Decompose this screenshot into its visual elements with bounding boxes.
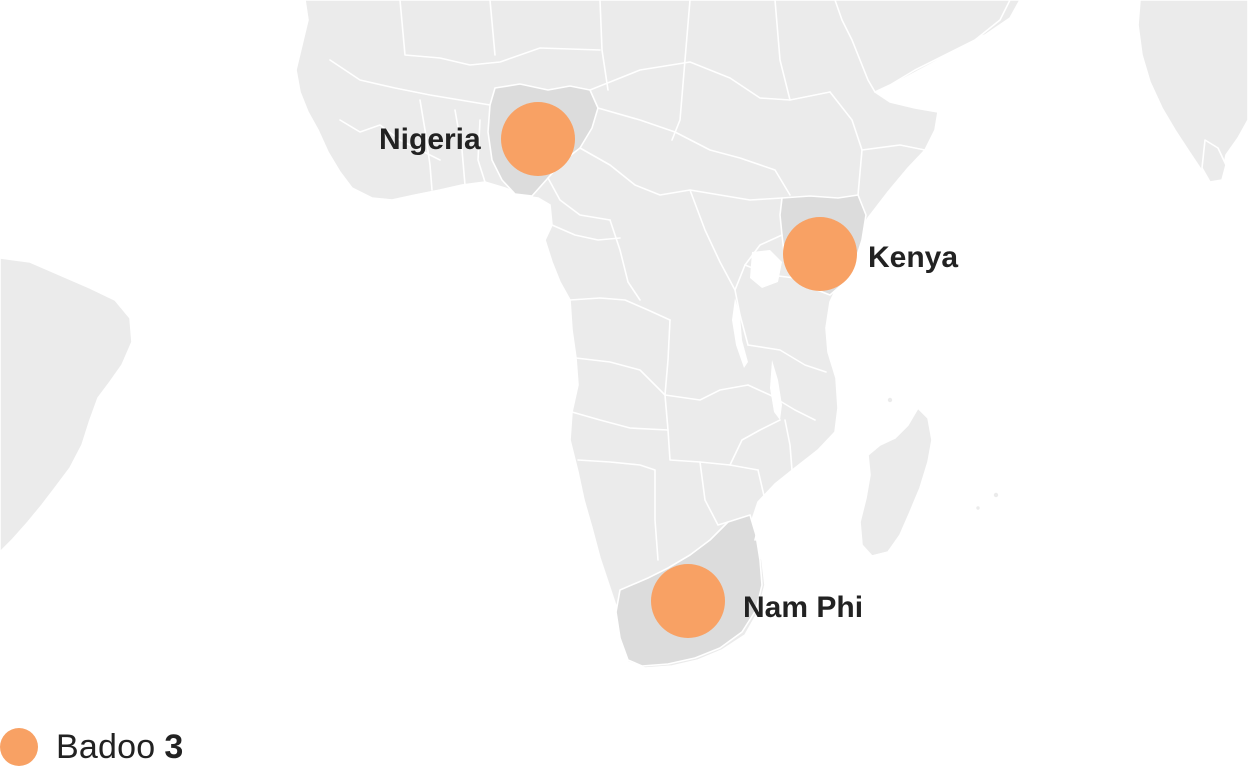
africa-landmass: [295, 0, 1021, 669]
map-svg: Nigeria Kenya Nam Phi: [0, 0, 1248, 669]
kenya-label: Kenya: [868, 241, 958, 274]
africa-map: Nigeria Kenya Nam Phi: [0, 0, 1248, 669]
sri-lanka: [1201, 139, 1227, 183]
label-layer: Nigeria Kenya Nam Phi: [379, 123, 958, 624]
comoros: [886, 396, 894, 404]
asia-fragment: [1137, 0, 1248, 183]
south-africa-bubble: [651, 564, 725, 638]
south-africa-label: Nam Phi: [743, 591, 863, 624]
kenya-bubble: [783, 217, 857, 291]
lake-victoria: [750, 250, 782, 288]
bubble-layer: [501, 102, 857, 638]
south-america-fragment: [0, 257, 133, 553]
lake-malawi: [770, 360, 782, 420]
lake-tanganyika: [732, 298, 748, 368]
legend-count: 3: [164, 727, 184, 766]
mauritius: [992, 491, 1000, 499]
legend-label: Badoo: [56, 727, 156, 766]
madagascar: [859, 407, 933, 557]
legend-color-dot: [0, 728, 38, 766]
legend: Badoo 3: [0, 722, 183, 772]
arabia-fragment: [834, 0, 1011, 93]
reunion: [974, 504, 982, 512]
nigeria-label: Nigeria: [379, 123, 481, 156]
legend-text: Badoo 3: [56, 728, 183, 767]
country-borders: [329, 0, 926, 561]
nigeria-bubble: [501, 102, 575, 176]
